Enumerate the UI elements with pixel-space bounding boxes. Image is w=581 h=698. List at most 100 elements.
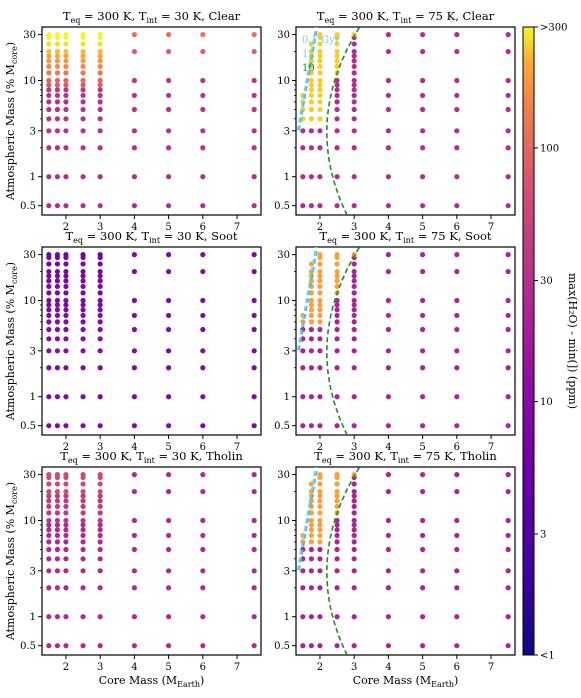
data-point	[46, 106, 52, 113]
x-tick-label: 3	[351, 442, 357, 453]
data-point	[97, 82, 103, 88]
data-point	[251, 517, 257, 524]
data-point	[308, 99, 314, 105]
data-point	[46, 77, 52, 84]
data-point	[351, 510, 357, 516]
data-point	[97, 32, 103, 38]
data-point	[97, 394, 103, 400]
data-point	[54, 297, 60, 304]
data-point	[97, 128, 103, 134]
data-point	[334, 481, 340, 487]
data-point	[54, 307, 60, 313]
panel-frame	[295, 246, 516, 436]
panel-6: Teq = 300 K, Tint = 75 K, Tholin 2 3 4 5 6 7 0.…	[274, 449, 516, 673]
data-point	[251, 312, 257, 319]
data-point	[505, 472, 511, 478]
y-tick-label: 30	[277, 30, 290, 41]
data-point	[317, 546, 323, 553]
data-point	[97, 99, 103, 105]
data-point	[63, 283, 69, 290]
y-tick-label: 1	[284, 172, 290, 183]
data-point	[80, 63, 86, 70]
data-point	[46, 326, 52, 333]
x-tick-label: 2	[317, 442, 323, 453]
data-point	[300, 145, 306, 151]
data-point	[63, 268, 69, 275]
data-point	[97, 503, 103, 510]
x-tick-label: 4	[131, 222, 137, 233]
data-point	[97, 92, 103, 99]
data-point	[317, 261, 323, 267]
data-point	[54, 546, 60, 553]
data-point	[80, 145, 86, 151]
data-point	[131, 203, 137, 209]
data-point	[54, 273, 60, 279]
y-tick-label: 3	[284, 566, 290, 577]
data-point	[420, 517, 426, 524]
y-tick-label: 10	[23, 296, 36, 307]
age-curve-0-1-gyr	[296, 247, 317, 351]
data-point	[334, 472, 340, 478]
data-point	[308, 87, 314, 93]
x-tick-label: 4	[131, 442, 137, 453]
y-axis-label: Atmospheric Mass (% Mcore)	[4, 42, 19, 201]
data-point	[54, 99, 60, 105]
data-point	[80, 556, 86, 562]
y-tick-label: 3	[30, 566, 36, 577]
data-point	[308, 585, 314, 591]
data-point	[505, 48, 511, 55]
data-point	[166, 145, 172, 151]
data-point	[334, 53, 340, 59]
data-point	[54, 614, 60, 620]
data-point	[308, 423, 314, 429]
data-point	[63, 423, 69, 429]
data-point	[97, 336, 103, 342]
data-point	[80, 517, 86, 524]
data-point	[334, 82, 340, 88]
y-tick-label: 30	[23, 30, 36, 41]
data-point	[505, 203, 511, 209]
data-point	[505, 532, 511, 539]
data-point	[385, 203, 391, 209]
data-point	[54, 498, 60, 504]
data-point	[505, 312, 511, 319]
data-point	[97, 145, 103, 151]
data-point	[351, 99, 357, 105]
data-point	[351, 336, 357, 342]
data-point	[63, 290, 69, 296]
data-point	[351, 522, 357, 528]
data-point	[80, 423, 86, 429]
data-point	[46, 472, 52, 478]
data-point	[63, 365, 69, 371]
data-point	[334, 203, 340, 209]
y-tick-label: 1	[284, 612, 290, 623]
data-point	[317, 290, 323, 296]
data-point	[420, 488, 426, 495]
x-axis-label: Core Mass (MEarth)	[353, 674, 459, 689]
data-point	[308, 336, 314, 342]
panel-4: Teq = 300 K, Tint = 75 K, Soot 2 3 4 5 6 7 0.5 1…	[274, 229, 516, 453]
data-point	[166, 365, 172, 371]
data-point	[420, 326, 426, 333]
data-point	[334, 283, 340, 290]
data-point	[351, 326, 357, 333]
x-tick-label: 2	[63, 662, 69, 673]
data-point	[63, 394, 69, 400]
data-point	[251, 297, 257, 304]
data-point	[46, 307, 52, 313]
data-point	[454, 517, 460, 524]
data-point	[351, 106, 357, 113]
data-point	[63, 493, 69, 499]
data-point	[251, 585, 257, 591]
colorbar-tick-label: >300	[540, 23, 567, 34]
data-point	[54, 283, 60, 290]
data-point	[166, 348, 172, 354]
data-point	[317, 116, 323, 122]
data-point	[166, 297, 172, 304]
data-point	[46, 336, 52, 342]
y-tick-label: 0.5	[274, 201, 290, 212]
data-point	[54, 174, 60, 180]
data-point	[131, 394, 137, 400]
data-point	[63, 106, 69, 113]
data-point	[46, 268, 52, 275]
